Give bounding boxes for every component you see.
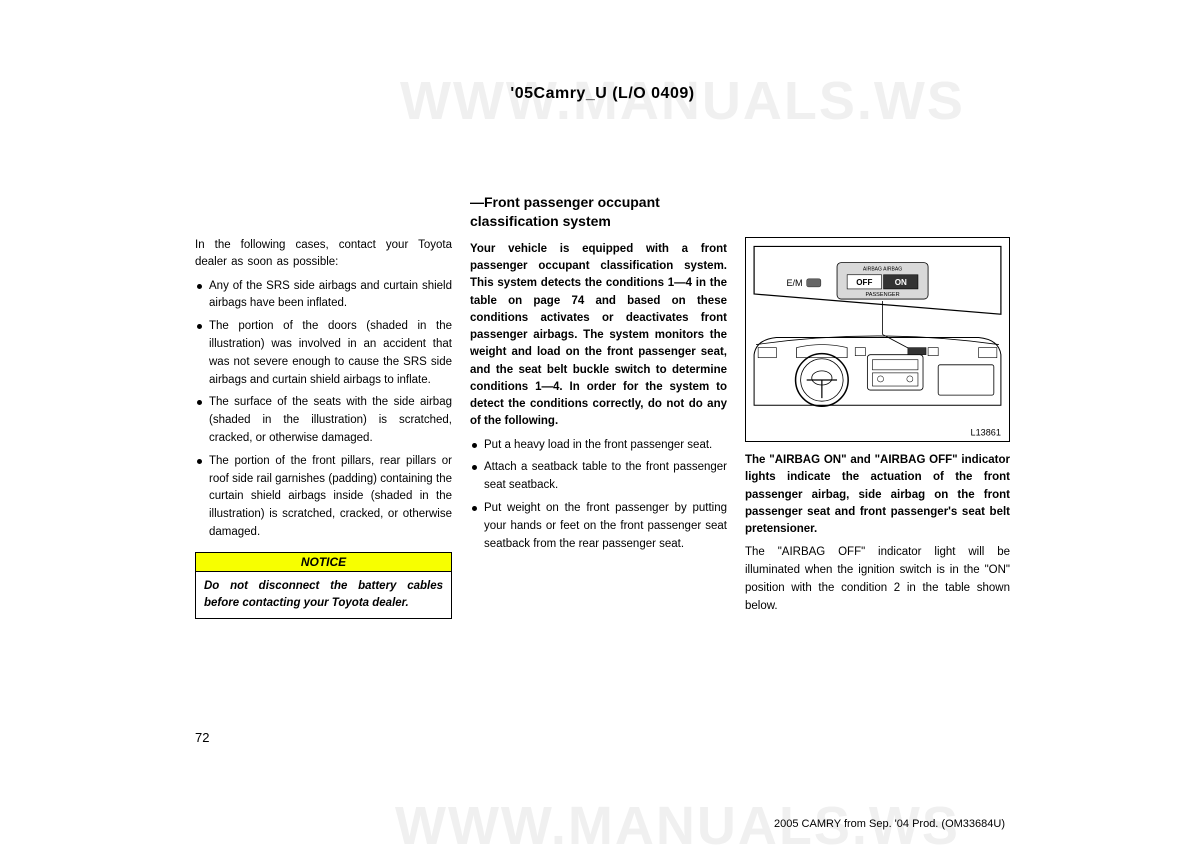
- col2-bullet-list: Put a heavy load in the front passenger …: [470, 437, 727, 554]
- col2-bold-para: Your vehicle is equipped with a front pa…: [470, 241, 727, 431]
- list-item: Put a heavy load in the front passenger …: [470, 437, 727, 455]
- col1-bullet-list: Any of the SRS side airbags and curtain …: [195, 278, 452, 542]
- svg-text:PASSENGER: PASSENGER: [865, 292, 899, 298]
- list-item: The surface of the seats with the side a…: [195, 394, 452, 447]
- column-3: AIRBAG AIRBAG OFF ON PASSENGER E/M: [745, 193, 1010, 622]
- column-2: —Front passenger occupant classification…: [470, 193, 727, 622]
- col1-intro: In the following cases, contact your Toy…: [195, 237, 452, 272]
- page-number: 72: [195, 730, 209, 745]
- document-header: '05Camry_U (L/O 0409): [195, 85, 1010, 103]
- col3-body: The "AIRBAG OFF" indicator light will be…: [745, 544, 1010, 615]
- list-item: Any of the SRS side airbags and curtain …: [195, 278, 452, 314]
- dashboard-svg: AIRBAG AIRBAG OFF ON PASSENGER E/M: [746, 238, 1009, 441]
- page-content: '05Camry_U (L/O 0409) In the following c…: [195, 85, 1010, 622]
- section-title: —Front passenger occupant classification…: [470, 193, 727, 231]
- notice-title: NOTICE: [196, 553, 451, 572]
- dashboard-illustration: AIRBAG AIRBAG OFF ON PASSENGER E/M: [745, 237, 1010, 442]
- svg-text:ON: ON: [895, 278, 907, 287]
- column-1: In the following cases, contact your Toy…: [195, 193, 452, 622]
- notice-box: NOTICE Do not disconnect the battery cab…: [195, 552, 452, 620]
- list-item: The portion of the doors (shaded in the …: [195, 318, 452, 389]
- col3-bold-para: The "AIRBAG ON" and "AIRBAG OFF" indicat…: [745, 452, 1010, 538]
- column-layout: In the following cases, contact your Toy…: [195, 193, 1010, 622]
- svg-text:L13861: L13861: [971, 428, 1001, 438]
- list-item: The portion of the front pillars, rear p…: [195, 453, 452, 542]
- notice-body: Do not disconnect the battery cables bef…: [196, 572, 451, 619]
- svg-text:AIRBAG AIRBAG: AIRBAG AIRBAG: [863, 267, 902, 273]
- list-item: Attach a seatback table to the front pas…: [470, 459, 727, 495]
- svg-text:E/M: E/M: [786, 278, 802, 288]
- list-item: Put weight on the front passenger by put…: [470, 500, 727, 553]
- svg-text:OFF: OFF: [856, 278, 872, 287]
- footer-text: 2005 CAMRY from Sep. '04 Prod. (OM33684U…: [774, 818, 1005, 830]
